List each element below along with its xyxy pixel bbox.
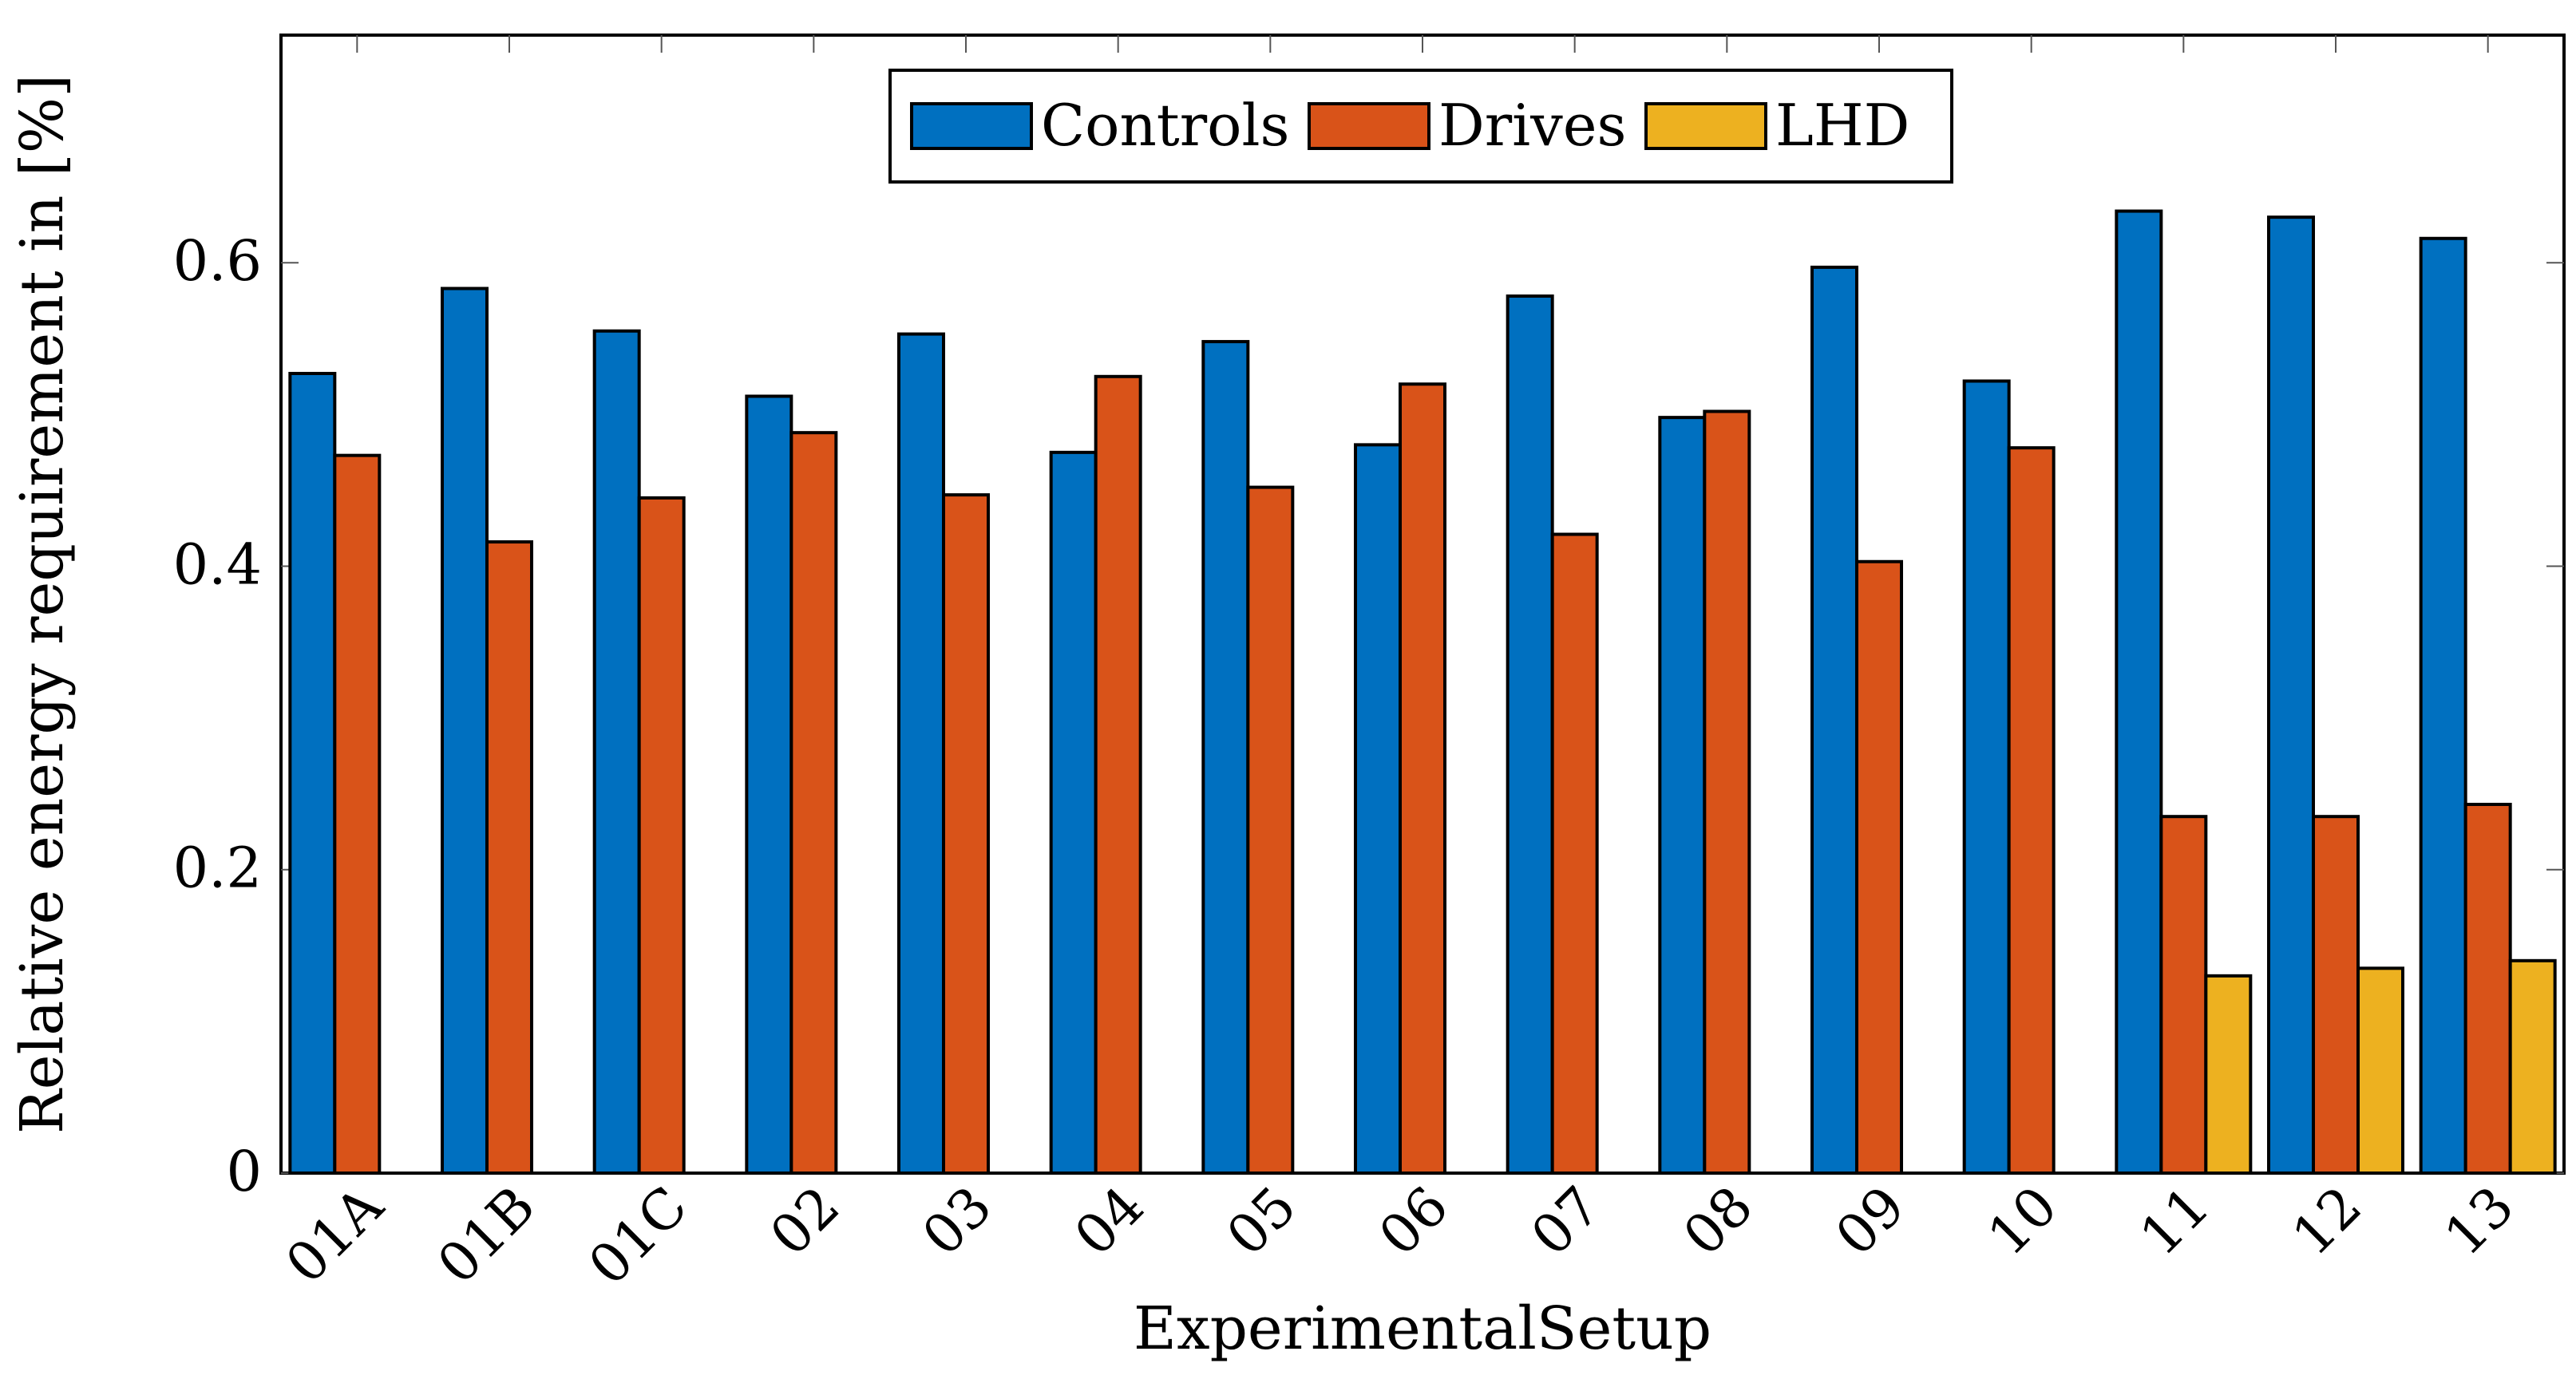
bar-drives-04 [1094,374,1142,1175]
legend: Controls Drives LHD [888,69,1953,184]
x-tick-label: 10 [1977,1175,2070,1268]
bars [288,209,2557,1176]
x-tick-label: 12 [2281,1175,2374,1268]
bar-controls-06 [1354,443,1402,1175]
y-tick-label: 0.6 [173,228,262,294]
y-tick-label: 0 [226,1139,262,1204]
bar-controls-10 [1962,379,2011,1175]
legend-label-lhd: LHD [1775,92,1909,159]
x-tick-label: 01B [426,1175,548,1296]
y-axis-title: Relative energy requirement in [%] [8,74,77,1134]
x-tick-label: 09 [1824,1175,1917,1268]
bar-drives-06 [1399,382,1446,1176]
bar-drives-13 [2463,802,2512,1175]
bar-drives-10 [2007,446,2056,1175]
x-tick-label: 11 [2128,1175,2222,1268]
legend-swatch-controls [910,102,1033,150]
bar-controls-05 [1201,340,1250,1175]
bar-controls-09 [1810,265,1858,1175]
bar-drives-01a [333,453,382,1175]
bar-controls-07 [1506,294,1554,1176]
bar-lhd-12 [2356,966,2404,1175]
x-tick-label: 01A [275,1175,396,1296]
bar-controls-04 [1049,450,1098,1175]
x-axis-title: ExperimentalSetup [1134,1294,1711,1363]
bar-drives-01b [485,540,533,1175]
bar-lhd-11 [2204,974,2253,1175]
x-tick-label: 03 [911,1175,1004,1268]
x-tick-label: 06 [1367,1175,1461,1268]
x-tick-label: 08 [1672,1175,1765,1268]
bar-drives-05 [1246,485,1295,1175]
bar-controls-11 [2115,209,2163,1175]
bar-drives-11 [2159,815,2208,1175]
bar-drives-08 [1703,409,1751,1175]
bar-controls-01b [441,286,489,1175]
bar-drives-12 [2312,815,2360,1175]
bar-drives-09 [1855,559,1903,1175]
legend-swatch-drives [1308,102,1430,150]
bar-drives-07 [1550,532,1599,1175]
x-tick-label: 13 [2433,1175,2527,1268]
legend-swatch-lhd [1644,102,1767,150]
legend-label-drives: Drives [1438,92,1626,159]
x-tick-label: 07 [1520,1175,1613,1268]
bar-controls-03 [897,332,945,1176]
y-tick-label: 0.4 [173,531,262,597]
bar-controls-02 [745,394,793,1175]
bar-controls-01c [592,329,641,1175]
bar-controls-12 [2267,215,2315,1175]
bar-drives-01c [637,496,686,1175]
x-tick-label: 02 [758,1175,852,1268]
bar-controls-13 [2419,236,2467,1175]
x-tick-label: 05 [1215,1175,1308,1268]
x-tick-label: 04 [1063,1175,1157,1268]
bar-lhd-13 [2508,958,2557,1176]
bar-controls-01a [288,371,337,1176]
bar-drives-03 [942,493,990,1175]
legend-label-controls: Controls [1041,92,1289,159]
y-tick-label: 0.2 [173,836,262,901]
x-tick-label: 01C [577,1175,700,1298]
bar-drives-02 [789,431,838,1175]
bar-controls-08 [1658,416,1707,1175]
